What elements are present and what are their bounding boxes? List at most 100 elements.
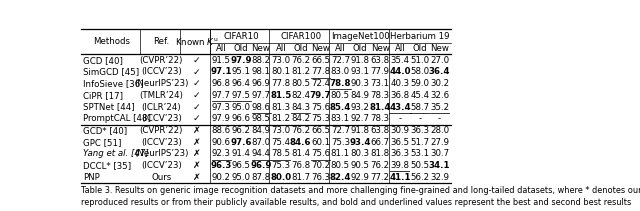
Text: Ours: Ours — [151, 173, 172, 182]
Text: 58.0: 58.0 — [410, 68, 429, 76]
Text: 88.6: 88.6 — [212, 126, 231, 135]
Text: 81.7: 81.7 — [291, 173, 310, 182]
Text: 41.1: 41.1 — [389, 173, 411, 182]
Text: 75.3: 75.3 — [331, 138, 350, 147]
Text: 90.5: 90.5 — [351, 161, 370, 170]
Text: 75.6: 75.6 — [311, 103, 330, 112]
Text: (ICCV’23): (ICCV’23) — [141, 68, 182, 76]
Text: 95.0: 95.0 — [232, 103, 251, 112]
Text: 97.3: 97.3 — [212, 103, 231, 112]
Text: 96.3: 96.3 — [211, 161, 232, 170]
Text: Known $K^{\mathrm{u}}$: Known $K^{\mathrm{u}}$ — [175, 36, 218, 47]
Text: 92.3: 92.3 — [212, 149, 231, 158]
Text: 75.6: 75.6 — [311, 149, 330, 158]
Text: 80.5: 80.5 — [331, 161, 350, 170]
Text: 35.2: 35.2 — [430, 103, 449, 112]
Text: ✗: ✗ — [193, 161, 200, 170]
Text: InfoSieve [36]: InfoSieve [36] — [83, 79, 144, 88]
Text: 90.6: 90.6 — [212, 138, 231, 147]
Text: 81.5: 81.5 — [270, 91, 291, 100]
Text: Yang et al. [47]: Yang et al. [47] — [83, 149, 149, 158]
Text: Old: Old — [293, 44, 308, 53]
Text: CIFAR100: CIFAR100 — [280, 31, 321, 41]
Text: 84.9: 84.9 — [351, 91, 370, 100]
Text: -: - — [438, 114, 441, 123]
Text: 80.5: 80.5 — [291, 79, 310, 88]
Text: Herbarium 19: Herbarium 19 — [390, 31, 449, 41]
Text: (CVPR’22): (CVPR’22) — [140, 126, 183, 135]
Text: 73.0: 73.0 — [271, 56, 291, 65]
Text: 77.9: 77.9 — [371, 68, 390, 76]
Text: 75.4: 75.4 — [271, 138, 291, 147]
Text: Table 3. Results on generic image recognition datasets and more challenging fine: Table 3. Results on generic image recogn… — [81, 185, 640, 195]
Text: 76.2: 76.2 — [291, 126, 310, 135]
Text: 76.8: 76.8 — [291, 161, 310, 170]
Text: 91.8: 91.8 — [351, 126, 370, 135]
Text: 97.9: 97.9 — [230, 56, 252, 65]
Text: 98.1: 98.1 — [252, 68, 271, 76]
Text: 95.1: 95.1 — [232, 68, 251, 76]
Text: 96.6: 96.6 — [232, 114, 251, 123]
Text: 76.2: 76.2 — [371, 161, 390, 170]
Text: 40.3: 40.3 — [390, 79, 410, 88]
Text: All: All — [216, 44, 227, 53]
Text: (TMLR’24): (TMLR’24) — [140, 91, 183, 100]
Text: 83.0: 83.0 — [331, 68, 350, 76]
Text: All: All — [276, 44, 286, 53]
Text: 77.8: 77.8 — [311, 68, 330, 76]
Text: 84.6: 84.6 — [290, 138, 312, 147]
Text: 30.7: 30.7 — [430, 149, 449, 158]
Text: SPTNet [44]: SPTNet [44] — [83, 103, 135, 112]
Text: 97.7: 97.7 — [252, 91, 271, 100]
Text: DCCL* [35]: DCCL* [35] — [83, 161, 132, 170]
Text: 30.2: 30.2 — [430, 79, 449, 88]
Text: 78.3: 78.3 — [371, 114, 390, 123]
Text: 75.3: 75.3 — [271, 161, 291, 170]
Text: New: New — [371, 44, 390, 53]
Text: 91.5: 91.5 — [212, 56, 231, 65]
Text: 94.4: 94.4 — [252, 149, 271, 158]
Text: 63.8: 63.8 — [371, 56, 390, 65]
Text: GCD* [40]: GCD* [40] — [83, 126, 127, 135]
Text: 66.7: 66.7 — [371, 138, 390, 147]
Text: -: - — [418, 114, 421, 123]
Text: 36.5: 36.5 — [390, 138, 410, 147]
Text: 44.0: 44.0 — [389, 68, 411, 76]
Text: 73.0: 73.0 — [271, 126, 291, 135]
Text: 97.9: 97.9 — [212, 114, 231, 123]
Text: 80.3: 80.3 — [351, 149, 370, 158]
Text: 87.0: 87.0 — [252, 138, 271, 147]
Text: ✗: ✗ — [193, 149, 200, 158]
Text: ✓: ✓ — [193, 114, 200, 123]
Text: ✗: ✗ — [193, 173, 200, 182]
Text: 90.2: 90.2 — [212, 173, 231, 182]
Text: 79.7: 79.7 — [310, 91, 332, 100]
Text: ✗: ✗ — [193, 126, 200, 135]
Text: 83.1: 83.1 — [331, 114, 350, 123]
Text: 90.3: 90.3 — [351, 79, 370, 88]
Text: GCD [40]: GCD [40] — [83, 56, 124, 65]
Text: 97.6: 97.6 — [230, 138, 252, 147]
Text: 93.1: 93.1 — [351, 68, 370, 76]
Text: 93.4: 93.4 — [349, 138, 371, 147]
Text: 98.5: 98.5 — [252, 114, 271, 123]
Text: New: New — [252, 44, 271, 53]
Text: 91.4: 91.4 — [232, 149, 251, 158]
Text: 51.0: 51.0 — [410, 56, 429, 65]
Text: 96.8: 96.8 — [212, 79, 231, 88]
Text: Old: Old — [234, 44, 248, 53]
Text: 78.8: 78.8 — [330, 79, 351, 88]
Text: 32.6: 32.6 — [430, 91, 449, 100]
Text: ✓: ✓ — [193, 91, 200, 100]
Text: ✓: ✓ — [193, 68, 200, 76]
Text: 39.8: 39.8 — [390, 161, 410, 170]
Text: 78.3: 78.3 — [371, 91, 390, 100]
Text: All: All — [395, 44, 405, 53]
Text: 81.8: 81.8 — [371, 149, 390, 158]
Text: 96.5: 96.5 — [232, 161, 251, 170]
Text: 81.2: 81.2 — [271, 114, 291, 123]
Text: All: All — [335, 44, 346, 53]
Text: 76.2: 76.2 — [291, 56, 310, 65]
Text: 76.3: 76.3 — [311, 173, 330, 182]
Text: 58.7: 58.7 — [410, 103, 429, 112]
